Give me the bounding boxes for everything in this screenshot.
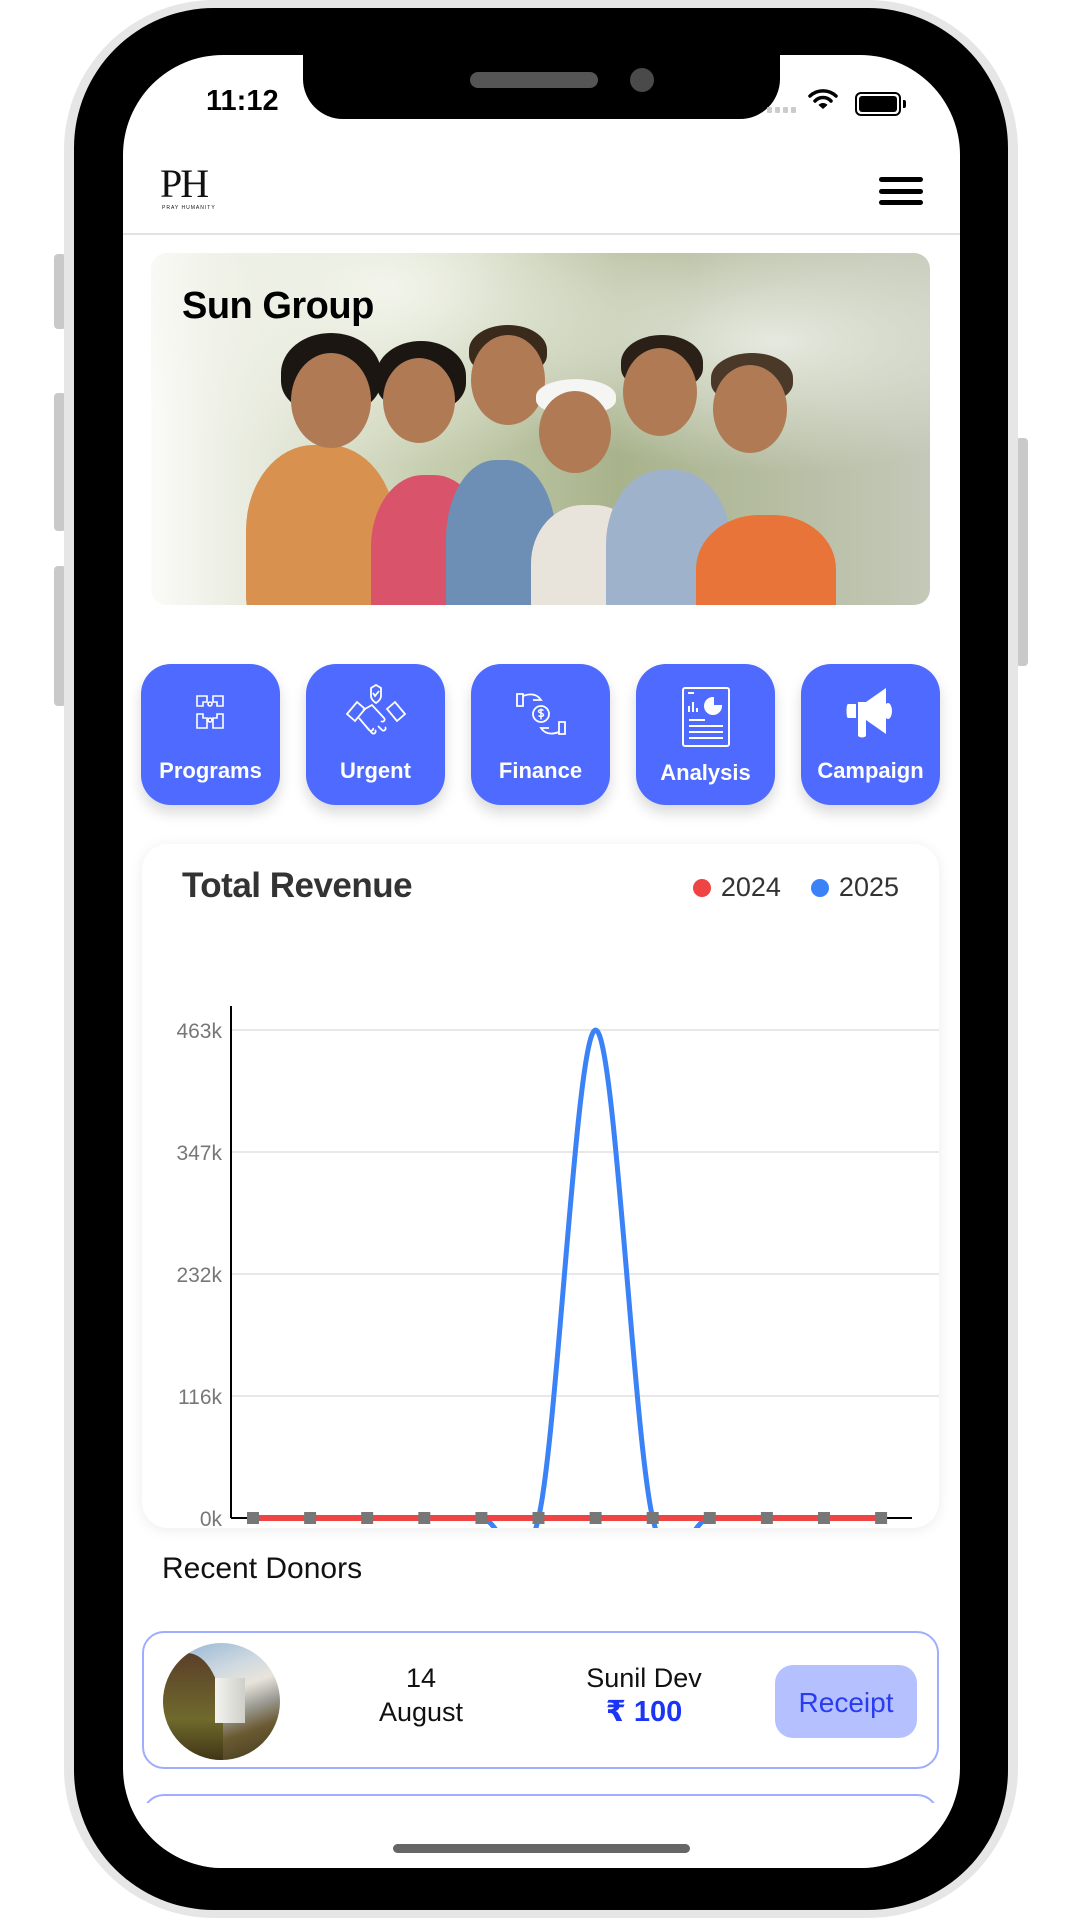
programs-button[interactable]: Programs — [141, 664, 280, 805]
legend-label: 2025 — [838, 872, 899, 902]
recent-donors-title: Recent Donors — [162, 1552, 363, 1585]
tile-label: Analysis — [660, 760, 751, 785]
quick-actions: Programs Urgent Finance Analysis — [141, 664, 941, 805]
urgent-button[interactable]: Urgent — [306, 664, 445, 805]
donation-month: August — [378, 1697, 464, 1727]
puzzle-icon — [195, 695, 224, 729]
receipt-button[interactable]: Receipt — [775, 1665, 917, 1738]
data-point-marker — [818, 1512, 830, 1524]
data-point-marker — [875, 1512, 888, 1524]
data-point-marker — [475, 1512, 488, 1524]
megaphone-icon — [846, 688, 892, 738]
power-button — [1016, 438, 1028, 666]
revenue-line-chart: 0k116k232k347k463kJanFebMarAprMayJunJulA… — [176, 1006, 939, 1528]
donor-name: Sunil Dev — [586, 1663, 702, 1693]
logo-subtext: PRAY HUMANITY — [162, 205, 216, 211]
legend-item-2024[interactable]: 2024 — [692, 872, 781, 903]
banner-title: Sun Group — [182, 285, 374, 327]
speaker — [470, 72, 598, 88]
wifi-icon — [808, 89, 838, 109]
status-time: 11:12 — [206, 85, 279, 117]
y-tick-label: 463k — [176, 1020, 222, 1043]
donation-date: 14 August — [346, 1661, 496, 1729]
y-tick-label: 232k — [176, 1264, 222, 1287]
revenue-chart-card: Total Revenue 2024 2025 0k 116k 232k 347k 46… — [142, 844, 939, 1528]
data-point-marker — [646, 1512, 659, 1524]
data-point-marker — [418, 1512, 431, 1524]
y-tick-label: 116k — [178, 1386, 222, 1409]
series-line-2025 — [250, 1027, 884, 1528]
data-point-marker — [532, 1512, 545, 1524]
tile-label: Finance — [498, 758, 583, 783]
data-point-marker — [361, 1512, 374, 1524]
chart-title: Total Revenue — [182, 866, 413, 905]
app-logo[interactable]: PH PRAY HUMANITY — [160, 161, 230, 215]
legend-dot-2025 — [810, 878, 829, 897]
silent-switch — [54, 254, 66, 329]
hand-coin-icon — [515, 693, 566, 735]
handshake-shield-icon — [345, 684, 406, 735]
legend-item-2025[interactable]: 2025 — [810, 872, 899, 903]
report-icon — [681, 687, 730, 747]
hamburger-icon[interactable] — [879, 177, 923, 205]
group-banner: Sun Group — [151, 253, 930, 605]
volume-up-button — [54, 393, 66, 531]
home-indicator[interactable] — [393, 1844, 690, 1853]
donation-day: 14 — [405, 1663, 437, 1693]
bottom-safe-area — [123, 1803, 960, 1868]
legend-label: 2024 — [720, 872, 781, 902]
campaign-button[interactable]: Campaign — [801, 664, 940, 805]
donor-card[interactable]: 14 August Sunil Dev ₹ 100 Receipt — [142, 1631, 939, 1769]
signal-icon — [767, 107, 796, 113]
header-divider — [123, 233, 960, 235]
data-point-marker — [304, 1512, 317, 1524]
legend-dot-2024 — [692, 878, 711, 897]
donor-info: Sunil Dev ₹ 100 — [544, 1661, 744, 1729]
tile-label: Urgent — [340, 758, 411, 783]
analysis-button[interactable]: Analysis — [636, 664, 775, 805]
donor-avatar — [163, 1643, 280, 1760]
app-screen: 11:12 PH PRAY HUMANITY — [123, 55, 960, 1868]
battery-icon — [855, 92, 906, 116]
y-tick-label: 347k — [176, 1142, 222, 1165]
tile-label: Campaign — [817, 758, 924, 783]
volume-down-button — [54, 566, 66, 706]
y-tick-label: 0k — [200, 1508, 223, 1528]
data-point-marker — [589, 1512, 602, 1524]
data-point-marker — [247, 1512, 259, 1524]
data-point-marker — [703, 1512, 716, 1524]
camera — [630, 68, 654, 92]
logo-mark: PH — [160, 161, 209, 206]
chart-legend: 2024 2025 — [663, 872, 899, 903]
data-point-marker — [760, 1512, 773, 1524]
finance-button[interactable]: Finance — [471, 664, 610, 805]
tile-label: Programs — [159, 758, 262, 783]
notch — [303, 55, 780, 119]
donation-amount: ₹ 100 — [605, 1696, 683, 1728]
